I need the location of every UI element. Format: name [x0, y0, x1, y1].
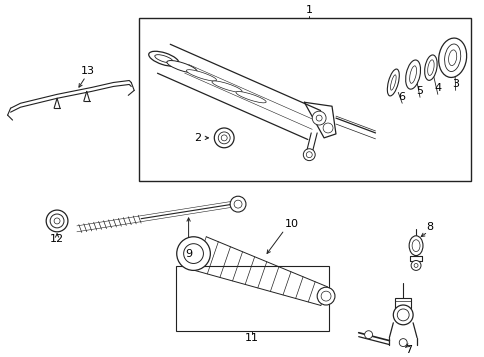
Text: 6: 6: [398, 92, 405, 102]
Ellipse shape: [410, 261, 420, 270]
Ellipse shape: [448, 50, 456, 66]
Ellipse shape: [317, 287, 334, 305]
Ellipse shape: [364, 331, 372, 339]
Ellipse shape: [234, 200, 242, 208]
Ellipse shape: [154, 55, 173, 63]
Ellipse shape: [302, 149, 315, 161]
Text: 3: 3: [451, 80, 458, 90]
Ellipse shape: [306, 152, 312, 158]
Text: 12: 12: [50, 234, 64, 244]
Ellipse shape: [413, 263, 417, 267]
Text: 9: 9: [185, 248, 192, 258]
Ellipse shape: [411, 240, 419, 252]
Ellipse shape: [320, 291, 331, 301]
Ellipse shape: [424, 55, 436, 80]
Text: 5: 5: [416, 86, 423, 96]
Ellipse shape: [405, 60, 420, 89]
Ellipse shape: [444, 44, 460, 71]
Text: 10: 10: [284, 219, 298, 229]
Ellipse shape: [149, 51, 179, 66]
Ellipse shape: [183, 244, 203, 263]
Ellipse shape: [393, 305, 412, 325]
Ellipse shape: [398, 339, 407, 347]
Text: 4: 4: [433, 84, 440, 94]
Ellipse shape: [438, 38, 466, 77]
Ellipse shape: [214, 128, 234, 148]
Ellipse shape: [54, 218, 60, 224]
Ellipse shape: [186, 70, 216, 81]
Text: 1: 1: [305, 5, 312, 15]
Ellipse shape: [427, 60, 433, 75]
Text: 7: 7: [404, 345, 411, 355]
Ellipse shape: [230, 196, 245, 212]
Text: 8: 8: [425, 222, 433, 232]
Ellipse shape: [50, 214, 64, 228]
Text: 11: 11: [244, 333, 258, 343]
Ellipse shape: [218, 132, 230, 144]
Ellipse shape: [396, 309, 408, 321]
Bar: [394, 298, 410, 308]
Ellipse shape: [390, 75, 395, 90]
Ellipse shape: [312, 111, 325, 125]
Ellipse shape: [176, 237, 210, 270]
Text: 13: 13: [80, 66, 94, 76]
Ellipse shape: [408, 236, 422, 256]
Bar: [175, 266, 328, 331]
Bar: [139, 18, 470, 181]
Ellipse shape: [212, 81, 242, 92]
Ellipse shape: [236, 91, 266, 103]
Ellipse shape: [322, 123, 333, 133]
Ellipse shape: [166, 61, 197, 73]
Ellipse shape: [409, 66, 416, 83]
Text: 2: 2: [194, 133, 201, 143]
Ellipse shape: [46, 210, 68, 232]
Ellipse shape: [387, 69, 398, 96]
Ellipse shape: [221, 135, 227, 141]
Ellipse shape: [316, 115, 321, 121]
